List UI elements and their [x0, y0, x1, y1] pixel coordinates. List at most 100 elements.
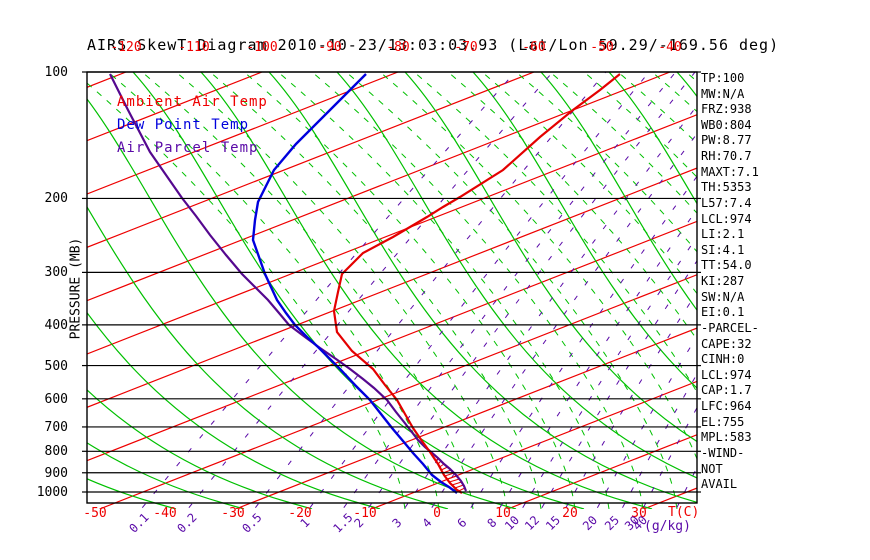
- sounding-stat-li: LI:2.1: [701, 227, 745, 242]
- dry-adiabat-line: [268, 72, 697, 504]
- mixing-ratio-line: [309, 72, 650, 508]
- moist-adiabat-line: [754, 72, 870, 509]
- sounding-stat-cape: CAPE:32: [701, 336, 752, 351]
- page-title: AIRS SkewT Diagram 2010-10-23/13:03:03.9…: [87, 36, 780, 54]
- sounding-stat-sw: SW:N/A: [701, 289, 745, 304]
- cape-hatch-stroke: [454, 484, 464, 489]
- dry-adiabat-line: [200, 72, 653, 509]
- mixing-ratio-line: [255, 72, 607, 509]
- pressure-tick-label: 400: [44, 317, 68, 333]
- x-axis-bottom-tick-label: 0: [433, 506, 441, 521]
- pressure-tick-label: 500: [44, 358, 68, 374]
- pressure-axis-title: PRESSURE (MB): [68, 237, 84, 340]
- x-axis-top-tick-label: -70: [454, 40, 478, 55]
- plot-border: [86, 71, 698, 504]
- dry-adiabat-line: [87, 441, 245, 509]
- x-axis-top-tick-label: -100: [246, 40, 278, 55]
- sounding-stat-mpl: MPL:583: [701, 430, 752, 445]
- isotherm-line: [99, 274, 697, 509]
- legend-dew-point-temp: Dew Point Temp: [117, 117, 250, 133]
- moist-adiabat-line: [345, 72, 678, 509]
- sounding-stat-lfc: LFC:964: [701, 399, 752, 414]
- cape-hatch-stroke: [449, 478, 460, 483]
- dew-point-temp-curve: [251, 73, 458, 494]
- dry-adiabat-line: [404, 72, 697, 443]
- x-axis-top-tick-label: -110: [178, 40, 210, 55]
- pressure-tick-label: 200: [44, 191, 68, 207]
- mixing-ratio-line: [499, 208, 697, 508]
- sounding-stat-cinh: CINH:0: [701, 352, 745, 367]
- isotherm-line: [87, 114, 697, 355]
- x-axis-bottom-tick-label: -40: [153, 506, 177, 521]
- cape-hatch-stroke: [451, 481, 462, 486]
- sounding-stat-cap: CAP:1.7: [701, 383, 752, 398]
- moist-adiabat-line: [311, 72, 644, 509]
- pressure-tick-label: 100: [44, 65, 68, 80]
- dry-adiabat-line: [745, 72, 870, 509]
- x-axis-bottom-tick-label: -50: [83, 506, 107, 521]
- x-axis-top-tick-label: -50: [590, 40, 614, 55]
- sounding-stat-parcel: -PARCEL-: [701, 320, 759, 335]
- sounding-stat-ki: KI:287: [701, 274, 745, 289]
- sounding-stat-tp: TP:100: [701, 71, 745, 85]
- x-axis-bottom-tick-label: -10: [353, 506, 377, 521]
- sounding-stat-not: NOT: [701, 461, 723, 476]
- temperature-axis-unit-label: T(C): [668, 505, 700, 520]
- sounding-stat-wb0: WB0:804: [701, 117, 752, 132]
- isotherm-line: [87, 167, 697, 408]
- sounding-stat-maxt: MAXT:7.1: [701, 164, 759, 179]
- mixing-ratio-unit-label: (g/kg): [644, 519, 691, 534]
- dry-adiabat-line: [87, 388, 313, 509]
- x-axis-top-tick-label: -90: [318, 40, 342, 55]
- plot-area: [87, 72, 870, 509]
- ambient-air-temp-curve: [332, 73, 621, 494]
- sounding-stat-l57: L57:7.4: [701, 195, 752, 210]
- pressure-tick-label: 900: [44, 465, 68, 481]
- x-axis-bottom-tick-label: 30: [631, 506, 647, 521]
- dry-adiabat-line: [87, 98, 517, 509]
- moist-adiabat-line: [481, 72, 697, 295]
- sounding-stat-pw: PW:8.77: [701, 133, 752, 148]
- x-axis-bottom-tick-label: 10: [495, 506, 511, 521]
- mixing-ratio-line: [368, 72, 696, 508]
- sounding-stat-frz: FRZ:938: [701, 102, 752, 117]
- x-axis-bottom-tick-label: -30: [221, 506, 245, 521]
- air-parcel-temp-curve: [109, 73, 468, 492]
- x-axis-top-tick-label: -60: [522, 40, 546, 55]
- mixing-ratio-line: [343, 72, 676, 508]
- isotherm-line: [87, 72, 399, 195]
- x-axis-bottom-tick-label: 20: [562, 506, 578, 521]
- dry-adiabat-line: [472, 72, 697, 389]
- moist-adiabat-line: [515, 72, 697, 253]
- sounding-stat-el: EL:755: [701, 414, 745, 429]
- dry-adiabat-line: [132, 72, 585, 509]
- sounding-stat-rh: RH:70.7: [701, 149, 752, 164]
- mixing-ratio-line: [522, 236, 697, 508]
- dry-adiabat-line: [336, 72, 697, 479]
- isotherm-line: [507, 434, 697, 509]
- isotherm-line: [87, 72, 535, 248]
- dry-adiabat-line: [540, 72, 697, 312]
- sounding-stat-ei: EI:0.1: [701, 305, 745, 320]
- sounding-stat-lcl: LCL:974: [701, 211, 752, 226]
- isotherm-line: [371, 380, 697, 509]
- legend-ambient-air-temp: Ambient Air Temp: [117, 94, 268, 110]
- sounding-stat-mw: MW:N/A: [701, 86, 745, 101]
- dry-adiabat-line: [608, 72, 697, 205]
- dry-adiabat-line: [87, 205, 449, 509]
- moist-adiabat-line: [651, 72, 697, 113]
- sounding-stat-th: TH:5353: [701, 180, 752, 195]
- isotherm-line: [87, 220, 697, 462]
- x-axis-top-tick-label: -40: [658, 40, 682, 55]
- mixing-ratio-line: [541, 259, 697, 508]
- mixing-ratio-line: [188, 72, 554, 509]
- dry-adiabat-line: [87, 311, 381, 509]
- moist-adiabat-line: [788, 72, 870, 509]
- x-axis-bottom-tick-label: -20: [288, 506, 312, 521]
- moist-adiabat-line: [87, 82, 406, 509]
- pressure-tick-label: 1000: [36, 485, 68, 500]
- pressure-tick-label: 600: [44, 391, 68, 407]
- legend-air-parcel-temp: Air Parcel Temp: [117, 140, 259, 156]
- cape-hatch-stroke: [446, 475, 457, 480]
